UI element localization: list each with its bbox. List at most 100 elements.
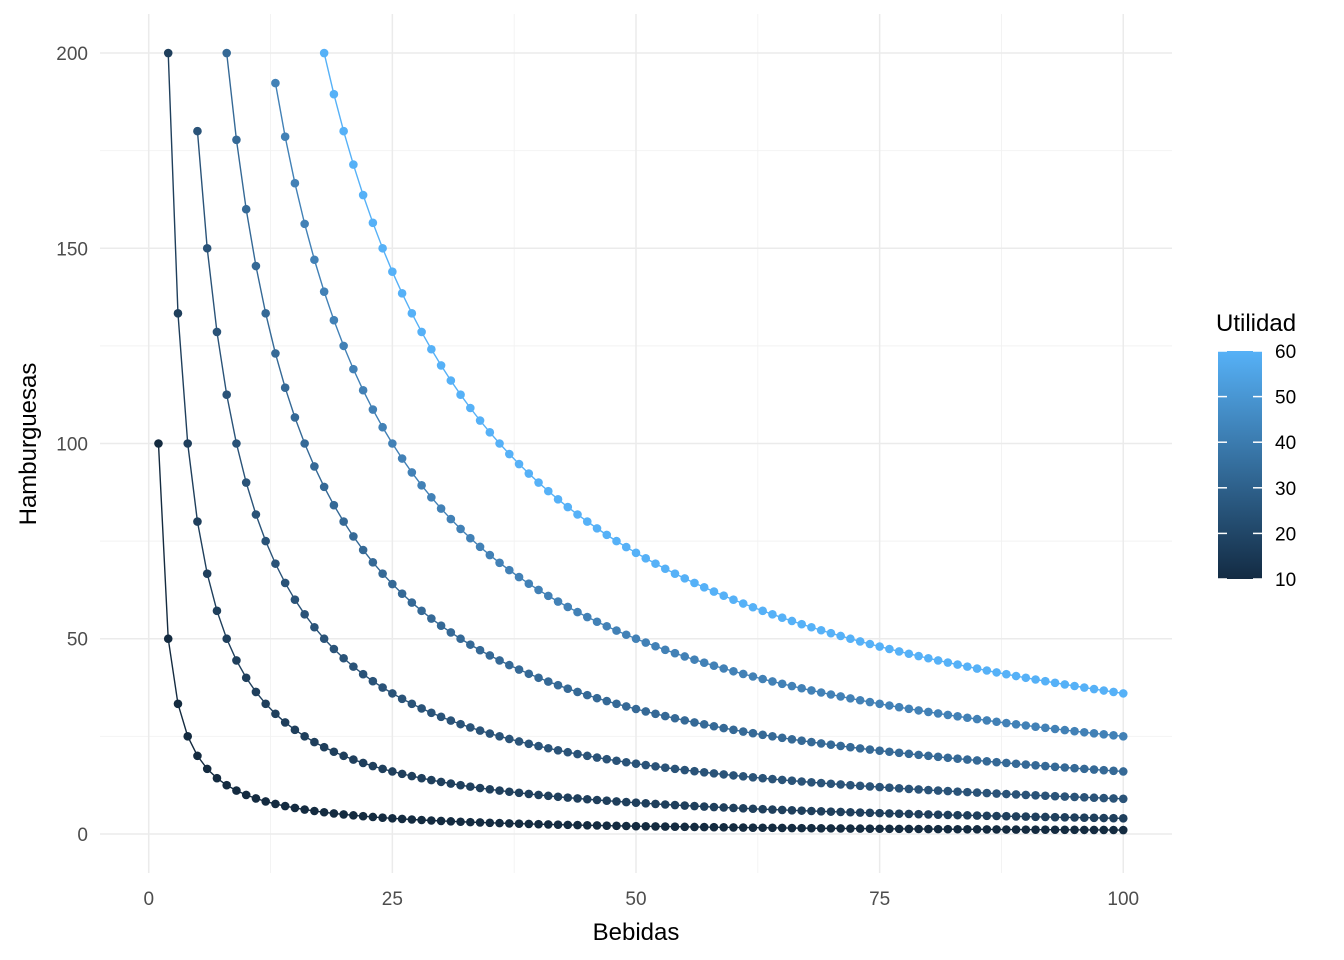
- data-point: [280, 578, 290, 588]
- data-point: [241, 673, 251, 683]
- data-point: [495, 818, 504, 828]
- data-point: [631, 704, 641, 714]
- data-point: [680, 822, 690, 832]
- data-point: [407, 771, 417, 781]
- data-point: [836, 631, 845, 641]
- data-point: [1079, 825, 1089, 835]
- data-point: [427, 614, 436, 623]
- data-point: [924, 785, 933, 795]
- data-point: [212, 606, 222, 616]
- data-point: [300, 439, 309, 448]
- data-point: [417, 606, 426, 616]
- data-point: [855, 781, 865, 791]
- data-point: [875, 746, 884, 755]
- data-point: [505, 565, 514, 575]
- data-point: [885, 809, 894, 818]
- data-point: [397, 814, 407, 824]
- data-point: [1079, 793, 1089, 802]
- data-point: [543, 677, 553, 686]
- data-point: [914, 651, 923, 661]
- y-tick-label: 50: [67, 630, 88, 651]
- data-point: [953, 754, 962, 763]
- data-point: [553, 792, 563, 802]
- data-point: [163, 634, 173, 644]
- data-point: [592, 617, 602, 627]
- data-point: [807, 823, 816, 833]
- data-point: [1050, 724, 1060, 734]
- data-point: [855, 637, 865, 646]
- data-point: [319, 742, 329, 752]
- data-point: [924, 707, 933, 717]
- data-point: [261, 797, 270, 806]
- data-point: [514, 459, 524, 469]
- data-point: [271, 349, 280, 358]
- data-point: [553, 820, 563, 829]
- data-point: [417, 327, 426, 337]
- data-point: [972, 664, 982, 673]
- data-point: [719, 591, 729, 601]
- data-point: [855, 695, 865, 705]
- data-point: [368, 405, 378, 414]
- data-point: [758, 606, 767, 616]
- legend: Utilidad 10 20 30 40 50 60: [1216, 310, 1296, 591]
- data-point: [1011, 812, 1021, 821]
- data-point: [660, 564, 670, 574]
- data-point: [982, 825, 992, 834]
- data-point: [641, 799, 651, 808]
- data-point: [1031, 761, 1040, 770]
- data-point: [894, 702, 904, 712]
- data-point: [329, 644, 339, 654]
- data-point: [690, 766, 699, 776]
- data-point: [621, 821, 631, 831]
- data-point: [505, 660, 514, 670]
- data-point: [943, 824, 953, 834]
- data-point: [729, 595, 738, 604]
- data-point: [1041, 825, 1050, 835]
- data-point: [358, 545, 368, 555]
- data-point: [690, 718, 699, 727]
- data-point: [436, 361, 446, 370]
- data-point: [924, 810, 933, 819]
- series-utilidad-50: [271, 78, 1128, 741]
- data-point: [1079, 727, 1089, 737]
- data-point: [582, 690, 592, 700]
- data-point: [992, 668, 1001, 677]
- data-point: [553, 597, 563, 606]
- data-point: [388, 267, 397, 277]
- data-point: [193, 751, 202, 761]
- data-point: [1079, 683, 1089, 692]
- data-point: [699, 822, 709, 832]
- data-point: [846, 807, 855, 817]
- data-point: [846, 824, 855, 833]
- data-point: [738, 804, 748, 813]
- data-point: [953, 810, 962, 820]
- data-point: [563, 820, 573, 830]
- data-point: [602, 696, 612, 706]
- data-point: [212, 773, 222, 783]
- data-point: [339, 653, 348, 663]
- data-point: [339, 341, 348, 351]
- data-point: [807, 622, 816, 632]
- data-point: [963, 662, 972, 671]
- data-point: [1118, 794, 1128, 804]
- data-point: [495, 656, 504, 665]
- series-line: [274, 82, 1124, 738]
- data-point: [1109, 825, 1118, 835]
- data-point: [1031, 722, 1040, 731]
- data-point: [777, 823, 787, 833]
- data-point: [310, 737, 319, 747]
- data-point: [709, 721, 719, 731]
- data-point: [407, 309, 417, 318]
- data-point: [573, 687, 582, 697]
- data-point: [651, 709, 660, 719]
- data-point: [446, 514, 456, 524]
- data-point: [534, 790, 543, 800]
- data-point: [602, 821, 612, 830]
- data-point: [602, 754, 612, 764]
- data-point: [1070, 825, 1079, 835]
- legend-label: 50: [1275, 388, 1296, 409]
- data-point: [748, 823, 758, 832]
- data-point: [963, 811, 972, 820]
- data-point: [738, 599, 748, 608]
- data-point: [865, 824, 875, 833]
